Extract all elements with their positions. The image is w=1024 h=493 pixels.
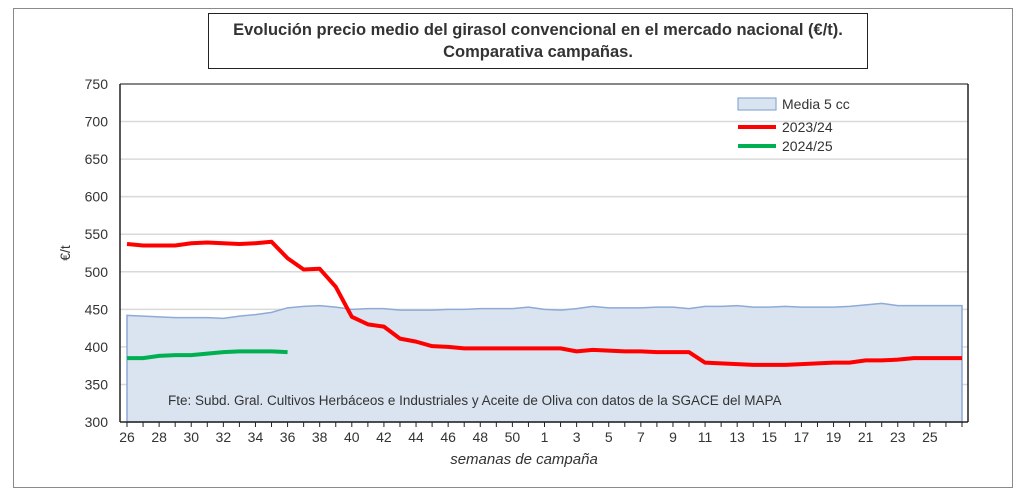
x-tick-label: 5	[605, 429, 613, 445]
y-tick-label: 400	[85, 339, 109, 355]
title-line-2: Comparativa campañas.	[443, 43, 633, 61]
line-2024-25	[127, 349, 288, 361]
y-tick-label: 750	[85, 76, 109, 92]
y-tick-label: 300	[85, 414, 109, 430]
area-media-5cc	[126, 302, 963, 423]
x-tick-label: 28	[151, 429, 167, 445]
x-tick-label: 15	[762, 429, 778, 445]
x-tick-label: 34	[248, 429, 264, 445]
y-tick-label: 450	[85, 301, 109, 317]
x-tick-label: 3	[573, 429, 581, 445]
chart-title: Evolución precio medio del girasol conve…	[208, 13, 868, 69]
x-tick-label: 21	[858, 429, 874, 445]
y-axis-title: €/t	[57, 245, 73, 261]
y-tick-label: 700	[85, 114, 109, 130]
x-tick-label: 30	[183, 429, 199, 445]
line-2023-24	[126, 239, 962, 367]
x-tick-label: 26	[119, 429, 135, 445]
x-tick-label: 42	[376, 429, 392, 445]
x-tick-label: 17	[794, 429, 810, 445]
x-tick-label: 48	[472, 429, 488, 445]
x-tick-label: 50	[505, 429, 521, 445]
y-tick-label: 350	[85, 376, 109, 392]
x-tick-label: 11	[698, 429, 713, 445]
chart-frame	[13, 8, 1013, 488]
x-tick-label: 23	[890, 429, 906, 445]
legend-swatch-media	[737, 97, 777, 111]
x-tick-label: 1	[541, 429, 549, 445]
x-tick-label: 36	[280, 429, 296, 445]
x-tick-label: 46	[440, 429, 456, 445]
legend-label-2023-24: 2023/24	[782, 119, 833, 135]
x-tick-label: 40	[344, 429, 360, 445]
x-tick-label: 25	[922, 429, 938, 445]
source-annotation: Fte: Subd. Gral. Cultivos Herbáceos e In…	[168, 393, 782, 408]
legend-label-media: Media 5 cc	[782, 96, 850, 112]
y-tick-label: 650	[85, 151, 109, 167]
legend-label-2024-25: 2024/25	[782, 138, 833, 154]
y-tick-label: 600	[85, 189, 109, 205]
title-line-1: Evolución precio medio del girasol conve…	[233, 21, 843, 39]
x-tick-label: 44	[408, 429, 424, 445]
x-tick-label: 7	[637, 429, 645, 445]
x-tick-label: 19	[826, 429, 842, 445]
x-tick-label: 38	[312, 429, 328, 445]
x-tick-label: 13	[729, 429, 745, 445]
y-tick-label: 500	[85, 264, 109, 280]
x-tick-label: 32	[216, 429, 232, 445]
y-tick-label: 550	[85, 226, 109, 242]
x-tick-label: 9	[669, 429, 677, 445]
x-axis-title: semanas de campaña	[450, 451, 598, 468]
